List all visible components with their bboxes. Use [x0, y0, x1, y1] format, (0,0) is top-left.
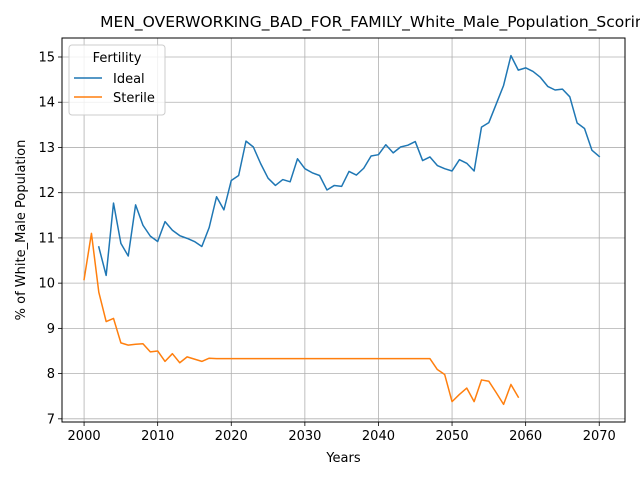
x-tick-label: 2000	[68, 429, 101, 444]
grid-lines	[62, 38, 625, 422]
legend-label-ideal: Ideal	[113, 72, 145, 87]
legend: Fertility Ideal Sterile	[68, 44, 166, 116]
chart-title: MEN_OVERWORKING_BAD_FOR_FAMILY_White_Mal…	[100, 13, 640, 32]
y-tick-label: 8	[47, 367, 55, 382]
y-axis-label: % of White_Male Population	[14, 140, 29, 321]
y-tick-label: 12	[38, 186, 55, 201]
y-tick-label: 11	[38, 231, 55, 246]
x-tick-label: 2040	[362, 429, 395, 444]
x-tick-label: 2010	[141, 429, 174, 444]
x-tick-label: 2030	[288, 429, 321, 444]
axis-ticks: 2000 2010 2020 2030 2040 2050 2060 2070 7 8 9 10 11 1…	[38, 50, 615, 444]
x-axis-label: Years	[325, 451, 361, 466]
y-tick-label: 9	[47, 322, 55, 337]
series-line-sterile	[83, 232, 520, 406]
y-tick-label: 7	[47, 412, 55, 427]
legend-label-sterile: Sterile	[113, 91, 155, 106]
x-tick-label: 2070	[583, 429, 616, 444]
series-lines	[83, 54, 601, 406]
x-tick-label: 2050	[436, 429, 469, 444]
x-tick-label: 2020	[215, 429, 248, 444]
x-tick-label: 2060	[509, 429, 542, 444]
series-line-ideal	[97, 54, 601, 277]
y-tick-label: 13	[38, 141, 55, 156]
y-tick-label: 15	[38, 50, 55, 65]
y-tick-label: 10	[38, 277, 55, 292]
y-tick-label: 14	[38, 96, 55, 111]
legend-title: Fertility	[93, 51, 142, 66]
plot-frame	[61, 37, 626, 423]
